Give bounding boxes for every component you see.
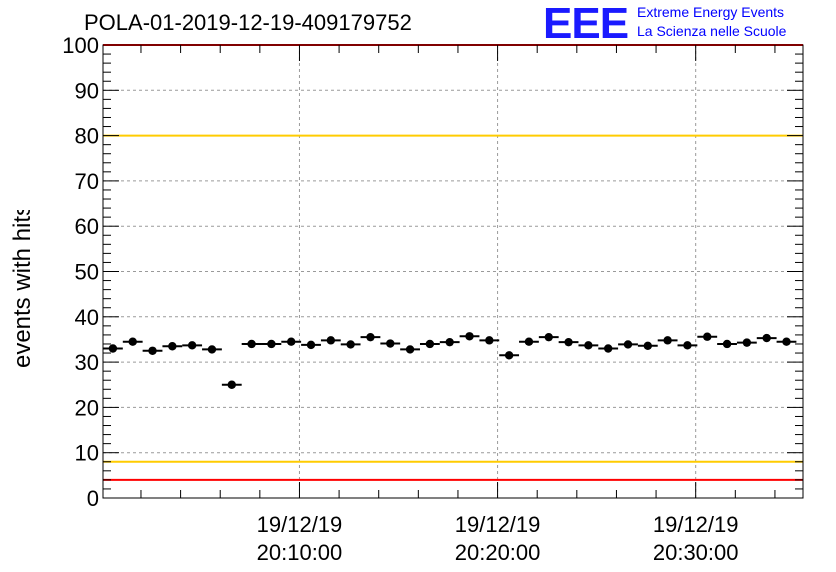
data-point	[445, 337, 454, 347]
x-tick-date: 19/12/19	[455, 512, 541, 537]
grid-lines	[103, 45, 803, 498]
data-point	[405, 345, 415, 354]
data-point	[108, 344, 118, 353]
data-point	[683, 341, 692, 350]
data-point	[306, 340, 316, 350]
tick-labels: 0 10 20 30 40 50 60 70 80 90 100 19/12/19 20:10:00 19…	[62, 33, 738, 565]
data-point	[366, 332, 375, 342]
y-tick-label: 50	[75, 260, 99, 285]
y-tick-label: 80	[75, 124, 99, 149]
data-point	[643, 341, 653, 350]
y-axis-label: Rate events with hits [Hz]	[9, 210, 34, 370]
y-tick-label: 60	[75, 214, 99, 239]
x-tick-time: 20:30:00	[653, 540, 739, 565]
data-point	[663, 336, 672, 345]
y-tick-label: 100	[62, 33, 99, 58]
data-point	[187, 341, 197, 350]
y-tick-label: 0	[87, 486, 99, 511]
y-tick-label: 90	[75, 78, 99, 103]
data-point	[326, 336, 336, 345]
data-point	[346, 340, 355, 349]
data-point	[287, 337, 296, 346]
data-point	[386, 339, 395, 348]
axis-ticks	[103, 44, 803, 499]
data-point	[128, 337, 137, 346]
x-tick-time: 20:10:00	[257, 540, 343, 565]
data-point	[425, 339, 435, 349]
x-tick-date: 19/12/19	[257, 512, 343, 537]
data-point	[603, 344, 613, 353]
data-point	[564, 337, 573, 347]
eee-logo: EEE	[543, 0, 629, 48]
y-tick-label: 70	[75, 169, 99, 194]
data-point	[247, 339, 256, 349]
data-point	[504, 351, 514, 360]
data-point	[524, 337, 534, 346]
data-point	[465, 332, 474, 341]
data-point	[207, 345, 217, 354]
x-tick-time: 20:20:00	[455, 540, 541, 565]
data-point	[584, 341, 593, 350]
svg-text:Rate events with hits [Hz]: Rate events with hits [Hz]	[9, 210, 34, 370]
data-point	[544, 332, 553, 342]
logo-line-1: Extreme Energy Events	[637, 4, 785, 20]
y-tick-label: 30	[75, 350, 99, 375]
data-point	[267, 339, 276, 349]
data-point	[782, 337, 791, 346]
data-point	[168, 342, 177, 351]
data-point	[703, 332, 712, 341]
y-tick-label: 10	[75, 441, 99, 466]
data-point	[722, 339, 732, 349]
data-point	[762, 333, 771, 343]
data-point	[227, 380, 236, 389]
y-tick-label: 20	[75, 395, 99, 420]
y-tick-label: 40	[75, 305, 99, 330]
limit-lines	[103, 44, 803, 481]
data-point	[742, 338, 752, 347]
logo-caption: Extreme Energy Events La Scienza nelle S…	[637, 3, 786, 41]
data-point	[485, 336, 494, 345]
chart-title: POLA-01-2019-12-19-409179752	[84, 10, 412, 35]
data-points	[103, 332, 797, 389]
data-point	[148, 346, 157, 355]
logo-line-2: La Scienza nelle Scuole	[637, 23, 787, 39]
x-tick-date: 19/12/19	[653, 512, 739, 537]
data-point	[623, 340, 633, 349]
